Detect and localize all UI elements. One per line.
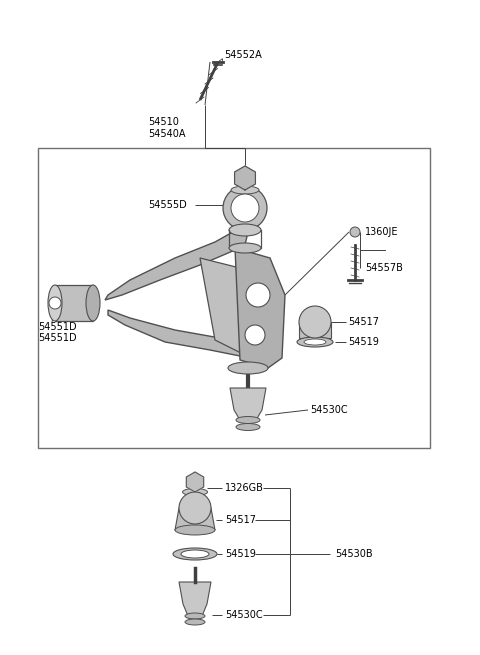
Ellipse shape bbox=[229, 243, 261, 253]
Circle shape bbox=[299, 306, 331, 338]
Ellipse shape bbox=[182, 489, 207, 495]
Ellipse shape bbox=[86, 285, 100, 321]
Circle shape bbox=[179, 492, 211, 524]
Text: 54510: 54510 bbox=[148, 117, 179, 127]
Ellipse shape bbox=[185, 619, 205, 625]
Circle shape bbox=[49, 297, 61, 309]
Polygon shape bbox=[230, 388, 266, 420]
Bar bbox=[55, 285, 93, 321]
Text: 1360JE: 1360JE bbox=[365, 227, 398, 237]
Polygon shape bbox=[235, 248, 285, 368]
Circle shape bbox=[223, 186, 267, 230]
Ellipse shape bbox=[173, 548, 217, 560]
Polygon shape bbox=[200, 258, 255, 355]
Ellipse shape bbox=[175, 525, 215, 535]
Ellipse shape bbox=[181, 550, 209, 558]
Ellipse shape bbox=[229, 224, 261, 236]
Ellipse shape bbox=[231, 186, 259, 194]
Text: 54551D: 54551D bbox=[38, 333, 77, 343]
Text: 1326GB: 1326GB bbox=[225, 483, 264, 493]
Polygon shape bbox=[179, 582, 211, 616]
Ellipse shape bbox=[236, 424, 260, 430]
Text: 54540A: 54540A bbox=[148, 129, 185, 139]
Text: 54530C: 54530C bbox=[310, 405, 348, 415]
Text: 54557B: 54557B bbox=[365, 263, 403, 273]
Polygon shape bbox=[108, 310, 275, 360]
Ellipse shape bbox=[48, 285, 62, 321]
Ellipse shape bbox=[304, 339, 326, 345]
Polygon shape bbox=[235, 166, 255, 190]
Bar bbox=[299, 322, 331, 338]
Polygon shape bbox=[175, 508, 215, 530]
Text: 54517: 54517 bbox=[348, 317, 379, 327]
Bar bbox=[38, 148, 430, 448]
Ellipse shape bbox=[228, 362, 268, 374]
Text: 54519: 54519 bbox=[225, 549, 256, 559]
Text: 54530B: 54530B bbox=[335, 549, 372, 559]
Polygon shape bbox=[105, 228, 248, 300]
Ellipse shape bbox=[297, 337, 333, 347]
Circle shape bbox=[350, 227, 360, 237]
Ellipse shape bbox=[236, 417, 260, 424]
Circle shape bbox=[245, 325, 265, 345]
Text: 54530C: 54530C bbox=[225, 610, 263, 620]
Text: 54551D: 54551D bbox=[38, 322, 77, 332]
Circle shape bbox=[246, 283, 270, 307]
Text: 54517: 54517 bbox=[225, 515, 256, 525]
Text: 54519: 54519 bbox=[348, 337, 379, 347]
Text: 54552A: 54552A bbox=[224, 50, 262, 60]
Ellipse shape bbox=[185, 613, 205, 619]
Circle shape bbox=[231, 194, 259, 222]
Text: 54555D: 54555D bbox=[148, 200, 187, 210]
Polygon shape bbox=[186, 472, 204, 492]
